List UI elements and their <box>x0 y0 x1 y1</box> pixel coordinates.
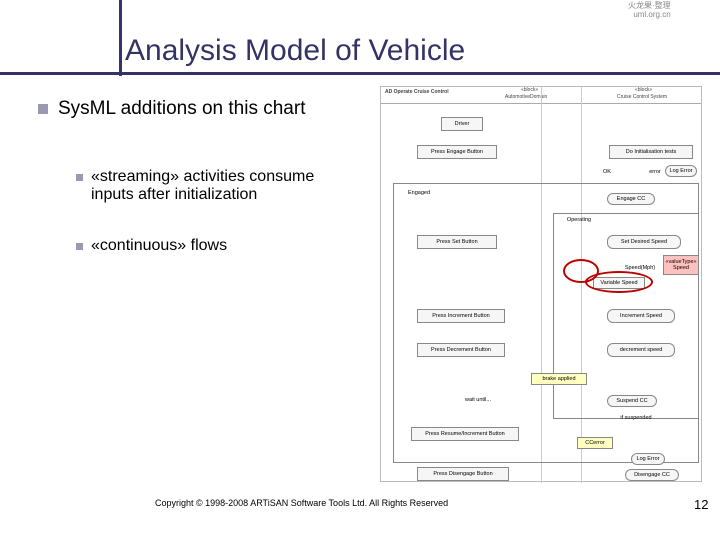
diagram-node: brake applied <box>531 373 587 385</box>
accent-horizontal <box>0 72 720 75</box>
diagram-node: Press Decrement Button <box>417 343 505 357</box>
slide: 火龙果·整理 uml.org.cn Analysis Model of Vehi… <box>0 0 720 540</box>
accent-vertical <box>119 0 122 76</box>
watermark-line2: uml.org.cn <box>628 11 671 20</box>
bullet-text: «continuous» flows <box>91 237 227 255</box>
bullet-level2: «streaming» activities consume inputs af… <box>76 168 356 204</box>
diagram-node: Log Error <box>665 165 697 177</box>
diagram-node: CCerror <box>577 437 613 449</box>
diagram-node: decrement speed <box>607 343 675 357</box>
diagram-node: Press Disengage Button <box>417 467 509 481</box>
diagram-node: if suspended <box>611 413 661 423</box>
diagram-node: Log Error <box>631 453 665 465</box>
diagram-node: Engaged <box>397 187 441 199</box>
bullet-marker-icon <box>38 104 48 114</box>
diagram-node: Engage CC <box>607 193 655 205</box>
diagram-node: wait until... <box>457 395 499 405</box>
page-title: Analysis Model of Vehicle <box>125 34 465 68</box>
diagram-header-right-stereo: «block» <box>635 87 652 93</box>
bullet-level1: SysML additions on this chart <box>38 98 368 120</box>
watermark: 火龙果·整理 uml.org.cn <box>628 2 671 20</box>
diagram-node: «valueType» Speed <box>663 255 699 275</box>
diagram-node: Increment Speed <box>607 309 675 323</box>
page-number: 12 <box>694 497 708 512</box>
diagram-header-left: AD Operate Cruise Control <box>385 89 449 95</box>
bullet-text: «streaming» activities consume inputs af… <box>91 168 356 204</box>
diagram-node: Set Desired Speed <box>607 235 681 249</box>
diagram-node: Disengage CC <box>625 469 679 481</box>
activity-diagram: AD Operate Cruise Control «block» Automo… <box>380 86 702 482</box>
copyright-footer: Copyright © 1998-2008 ARTiSAN Software T… <box>155 498 448 508</box>
diagram-node: Press Engage Button <box>417 145 497 159</box>
diagram-node: Press Set Button <box>417 235 497 249</box>
diagram-node: Do Initialisation tests <box>609 145 693 159</box>
diagram-highlight-circle <box>585 271 653 293</box>
bullet-level2: «continuous» flows <box>76 237 356 255</box>
diagram-node: Operating <box>559 215 599 225</box>
diagram-node: OK <box>597 167 617 177</box>
diagram-node: Press Resume/Increment Button <box>411 427 519 441</box>
diagram-node: Driver <box>441 117 483 131</box>
bullet-marker-icon <box>76 243 83 250</box>
diagram-node: error <box>643 167 667 177</box>
diagram-header-right: Cruise Control System <box>617 94 667 100</box>
bullet-marker-icon <box>76 174 83 181</box>
diagram-header-mid-stereo: «block» <box>521 87 538 93</box>
diagram-node: Press Increment Button <box>417 309 505 323</box>
diagram-node: Suspend CC <box>607 395 657 407</box>
bullet-text: SysML additions on this chart <box>58 98 305 120</box>
